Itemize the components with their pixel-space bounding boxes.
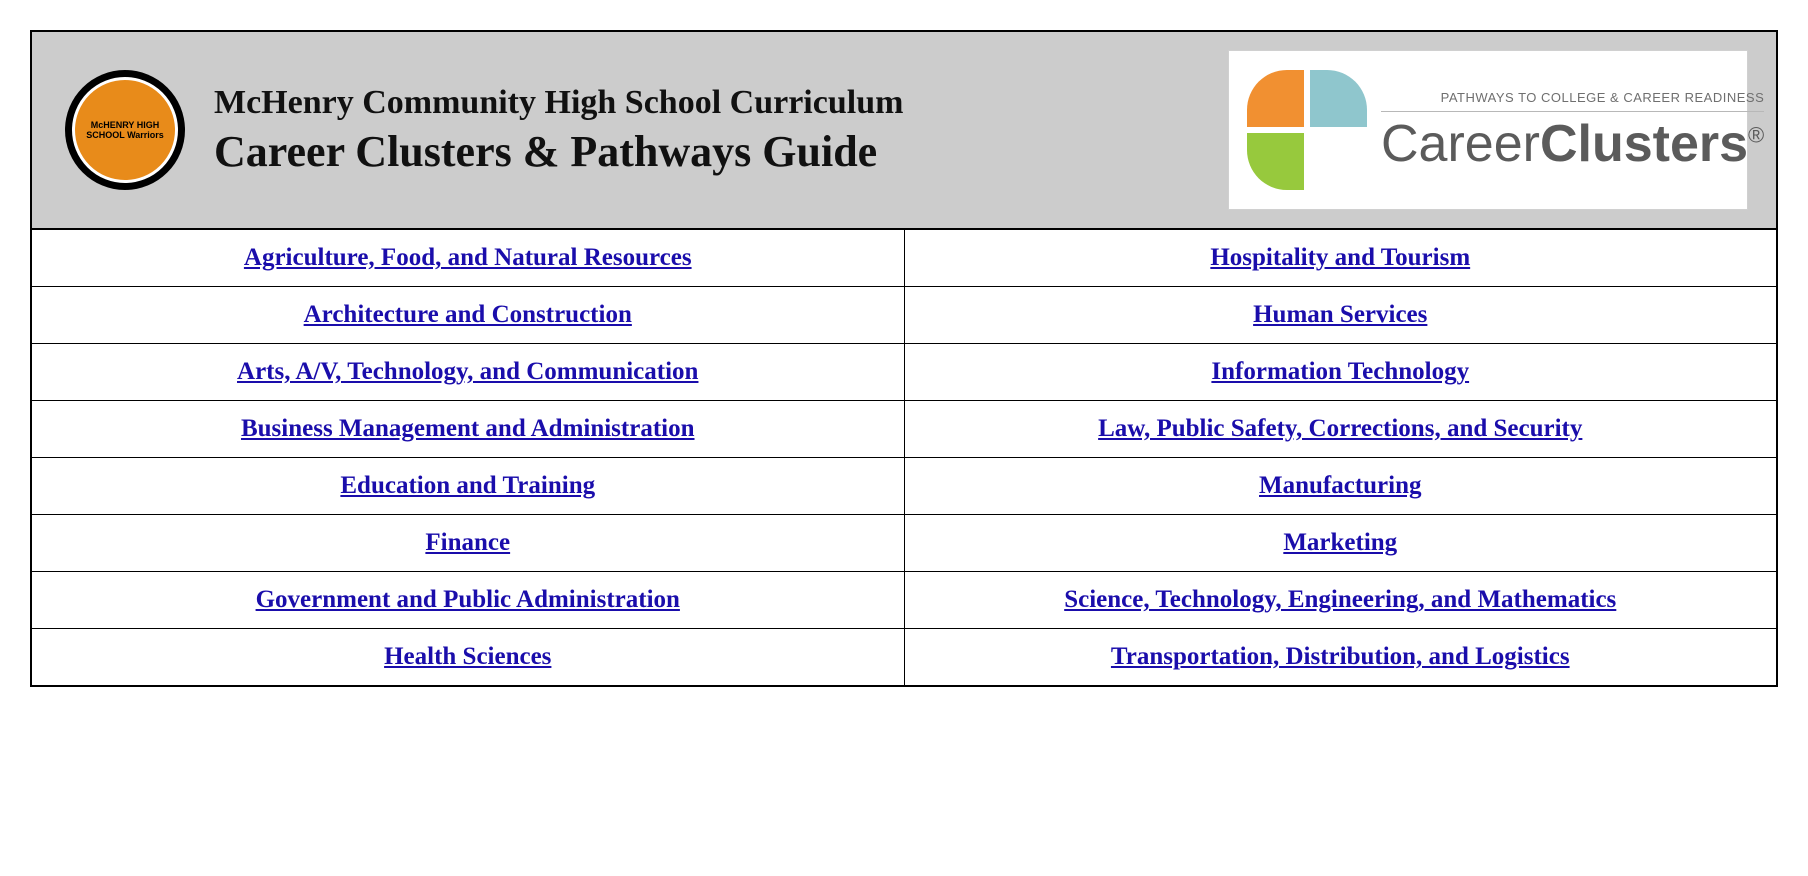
table-row: Health Sciences Transportation, Distribu… bbox=[31, 629, 1777, 687]
career-link[interactable]: Transportation, Distribution, and Logist… bbox=[1111, 643, 1570, 670]
cc-tagline: PATHWAYS TO COLLEGE & CAREER READINESS bbox=[1381, 90, 1764, 112]
career-link[interactable]: Arts, A/V, Technology, and Communication bbox=[237, 358, 698, 385]
cc-brand-light: Career bbox=[1381, 115, 1540, 173]
cc-brand: CareerClusters® bbox=[1381, 118, 1764, 170]
career-link[interactable]: Marketing bbox=[1283, 529, 1397, 556]
table-row: Finance Marketing bbox=[31, 515, 1777, 572]
career-link[interactable]: Law, Public Safety, Corrections, and Sec… bbox=[1098, 415, 1582, 442]
career-link[interactable]: Government and Public Administration bbox=[256, 586, 680, 613]
school-logo: McHENRY HIGH SCHOOL Warriors bbox=[60, 65, 190, 195]
title-line-2: Career Clusters & Pathways Guide bbox=[214, 126, 1204, 177]
petal-top-left bbox=[1247, 70, 1304, 127]
petal-bottom-right bbox=[1310, 133, 1367, 190]
logo-ring: McHENRY HIGH SCHOOL Warriors bbox=[65, 70, 185, 190]
table-row: Arts, A/V, Technology, and Communication… bbox=[31, 344, 1777, 401]
petal-top-right bbox=[1310, 70, 1367, 127]
table-row: Business Management and Administration L… bbox=[31, 401, 1777, 458]
cc-brand-bold: Clusters bbox=[1540, 115, 1748, 173]
career-link[interactable]: Hospitality and Tourism bbox=[1210, 244, 1470, 271]
career-link[interactable]: Business Management and Administration bbox=[241, 415, 695, 442]
career-link[interactable]: Health Sciences bbox=[384, 643, 551, 670]
cc-text-block: PATHWAYS TO COLLEGE & CAREER READINESS C… bbox=[1381, 90, 1764, 170]
career-clusters-logo: PATHWAYS TO COLLEGE & CAREER READINESS C… bbox=[1228, 50, 1748, 210]
career-link[interactable]: Information Technology bbox=[1211, 358, 1469, 385]
cc-brand-reg: ® bbox=[1748, 123, 1764, 148]
petal-icon bbox=[1247, 70, 1367, 190]
header-flex: McHENRY HIGH SCHOOL Warriors McHenry Com… bbox=[60, 50, 1748, 210]
career-link[interactable]: Agriculture, Food, and Natural Resources bbox=[244, 244, 692, 271]
logo-inner-text: McHENRY HIGH SCHOOL Warriors bbox=[72, 77, 178, 183]
career-link[interactable]: Manufacturing bbox=[1259, 472, 1422, 499]
table-row: Agriculture, Food, and Natural Resources… bbox=[31, 229, 1777, 287]
table-row: Education and Training Manufacturing bbox=[31, 458, 1777, 515]
header-cell: McHENRY HIGH SCHOOL Warriors McHenry Com… bbox=[31, 31, 1777, 229]
career-clusters-table: McHENRY HIGH SCHOOL Warriors McHenry Com… bbox=[30, 30, 1778, 687]
career-link[interactable]: Education and Training bbox=[340, 472, 595, 499]
career-link[interactable]: Human Services bbox=[1253, 301, 1427, 328]
career-link[interactable]: Science, Technology, Engineering, and Ma… bbox=[1064, 586, 1616, 613]
career-link[interactable]: Finance bbox=[425, 529, 510, 556]
title-line-1: McHenry Community High School Curriculum bbox=[214, 84, 1204, 122]
career-link[interactable]: Architecture and Construction bbox=[304, 301, 632, 328]
petal-bottom-left bbox=[1247, 133, 1304, 190]
table-row: Government and Public Administration Sci… bbox=[31, 572, 1777, 629]
title-block: McHenry Community High School Curriculum… bbox=[214, 84, 1204, 177]
table-row: Architecture and Construction Human Serv… bbox=[31, 287, 1777, 344]
